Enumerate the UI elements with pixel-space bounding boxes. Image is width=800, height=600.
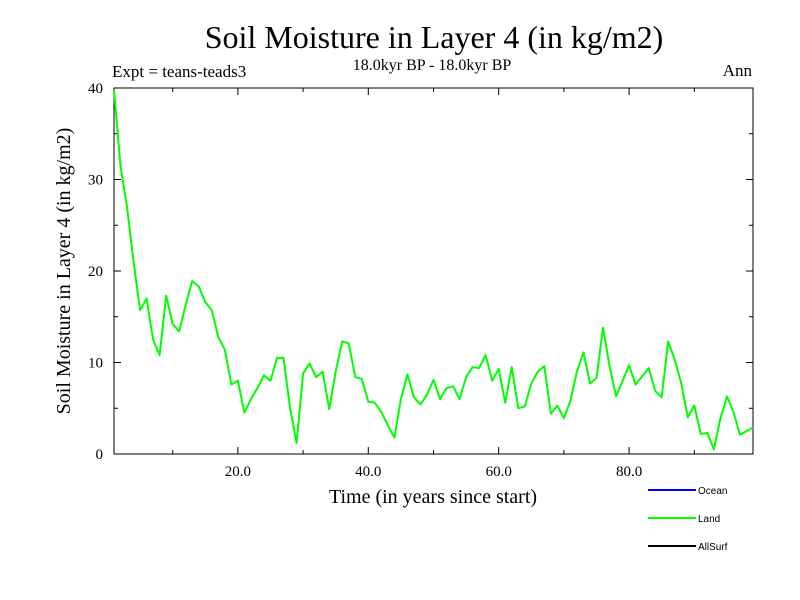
chart-title: Soil Moisture in Layer 4 (in kg/m2) — [205, 19, 664, 55]
x-axis-label: Time (in years since start) — [329, 486, 537, 508]
x-tick-label-40.0: 40.0 — [355, 464, 381, 480]
chart-subtitle: 18.0kyr BP - 18.0kyr BP — [353, 57, 512, 74]
y-axis-label: Soil Moisture in Layer 4 (in kg/m2) — [53, 128, 75, 415]
plot-frame — [113, 87, 754, 455]
x-tick-label-20.0: 20.0 — [225, 464, 251, 480]
y-tick-label-0: 0 — [96, 447, 104, 463]
x-tick-label-60.0: 60.0 — [486, 464, 512, 480]
legend-label-allsurf: AllSurf — [698, 542, 728, 553]
plot-area: 0 10 20 30 40 20.0 40.0 60.0 80.0 — [88, 81, 754, 480]
y-tick-label-40: 40 — [88, 81, 103, 97]
y-tick-label-30: 30 — [88, 173, 103, 189]
legend-label-ocean: Ocean — [698, 486, 727, 497]
series-line-land — [113, 89, 754, 451]
legend: Ocean Land AllSurf — [648, 486, 728, 553]
legend-label-land: Land — [698, 514, 720, 525]
experiment-label: Expt = teans-teads3 — [112, 62, 246, 81]
y-tick-label-10: 10 — [88, 356, 103, 372]
y-tick-label-20: 20 — [88, 264, 103, 280]
x-tick-label-80.0: 80.0 — [616, 464, 642, 480]
season-label: Ann — [723, 61, 753, 80]
